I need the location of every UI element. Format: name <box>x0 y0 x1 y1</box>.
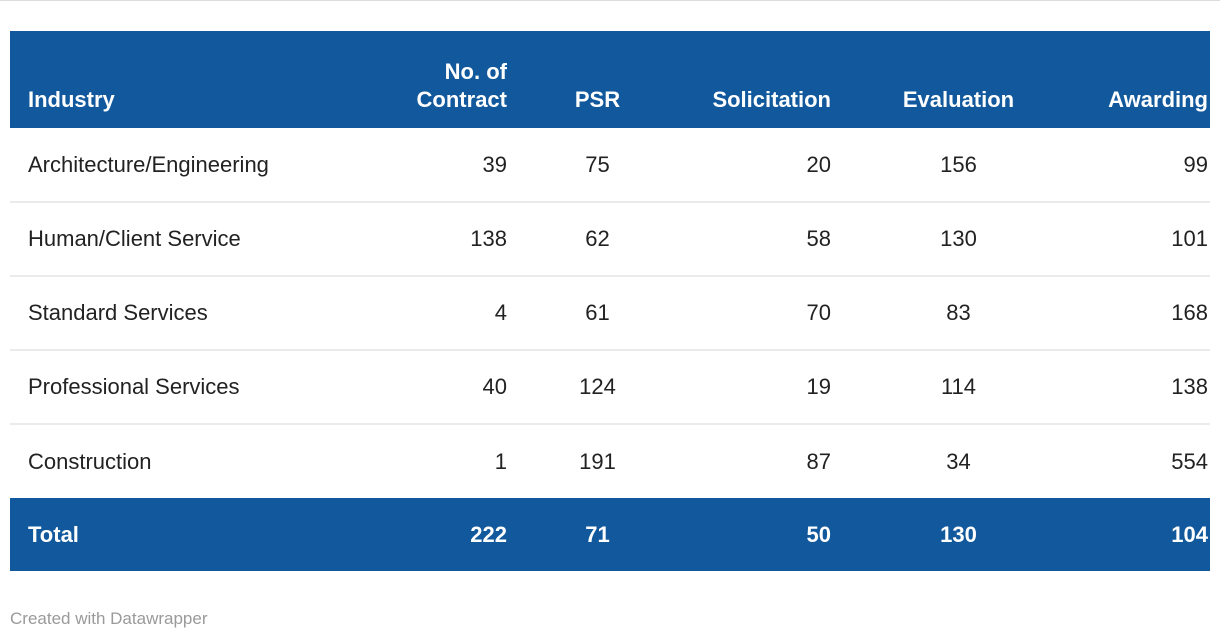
table-cell: 58 <box>685 201 835 276</box>
table-cell: 70 <box>685 275 835 350</box>
table-cell: 39 <box>482 151 507 177</box>
header-row: Industry No. of Contract PSR Solicitatio… <box>10 31 1210 128</box>
table-cell: 19 <box>685 349 835 424</box>
table-row-standard-services: Standard Services 4 61 70 83 168 <box>10 275 1210 350</box>
table-row-construction: Construction 1 191 87 34 554 <box>10 423 1210 498</box>
row-label: Construction <box>10 423 390 498</box>
total-cell: 104 <box>1082 498 1210 571</box>
row-label: Standard Services <box>10 275 390 350</box>
table-cell: 61 <box>510 275 685 350</box>
table-cell: 83 <box>835 275 1082 350</box>
table-cell: 40 <box>390 349 510 424</box>
table-cell: 1 <box>390 423 510 498</box>
row-label: Architecture/Engineering <box>28 151 269 177</box>
industry-contracts-table: Industry No. of Contract PSR Solicitatio… <box>10 31 1210 571</box>
table-header: Industry No. of Contract PSR Solicitatio… <box>10 31 1210 128</box>
table-cell: 87 <box>685 423 835 498</box>
table-cell: 20 <box>806 151 831 177</box>
total-cell: 130 <box>835 498 1082 571</box>
datawrapper-attribution-link[interactable]: Created with Datawrapper <box>10 609 208 628</box>
table-cell: 191 <box>510 423 685 498</box>
total-cell: 71 <box>510 498 685 571</box>
column-header-industry: Industry <box>10 31 390 128</box>
column-header-evaluation: Evaluation <box>835 31 1082 128</box>
table-cell: 156 <box>940 151 977 177</box>
row-label: Human/Client Service <box>10 201 390 276</box>
column-header-solicitation: Solicitation <box>685 31 835 128</box>
table-cell: 168 <box>1082 275 1210 350</box>
table-cell: 62 <box>510 201 685 276</box>
table-cell: 4 <box>390 275 510 350</box>
table-row-professional-services: Professional Services 40 124 19 114 138 <box>10 349 1210 424</box>
column-header-no-of-contract: No. of Contract <box>390 31 510 128</box>
chart-footer: Created with Datawrapper <box>10 609 1220 629</box>
total-cell: 50 <box>685 498 835 571</box>
table-cell: 75 <box>585 151 610 177</box>
total-label: Total <box>10 498 390 571</box>
table-cell: 554 <box>1082 423 1210 498</box>
column-header-psr: PSR <box>510 31 685 128</box>
table-cell: 138 <box>1082 349 1210 424</box>
table-cell: 138 <box>390 201 510 276</box>
column-header-awarding: Awarding <box>1082 31 1210 128</box>
table-cell: 130 <box>835 201 1082 276</box>
row-label: Professional Services <box>10 349 390 424</box>
table-container: Industry No. of Contract PSR Solicitatio… <box>10 31 1210 571</box>
table-cell: 101 <box>1082 201 1210 276</box>
table-cell: 34 <box>835 423 1082 498</box>
table-row-architecture-engineering: Architecture/Engineering 39 75 20 156 99 <box>10 128 1210 202</box>
table-row-human-client-service: Human/Client Service 138 62 58 130 101 <box>10 201 1210 276</box>
table-cell: 114 <box>835 349 1082 424</box>
total-cell: 222 <box>390 498 510 571</box>
table-cell: 124 <box>510 349 685 424</box>
table-cell: 99 <box>1183 151 1208 177</box>
table-row-total: Total 222 71 50 130 104 <box>10 498 1210 571</box>
table-body: Architecture/Engineering 39 75 20 156 99… <box>10 128 1210 571</box>
